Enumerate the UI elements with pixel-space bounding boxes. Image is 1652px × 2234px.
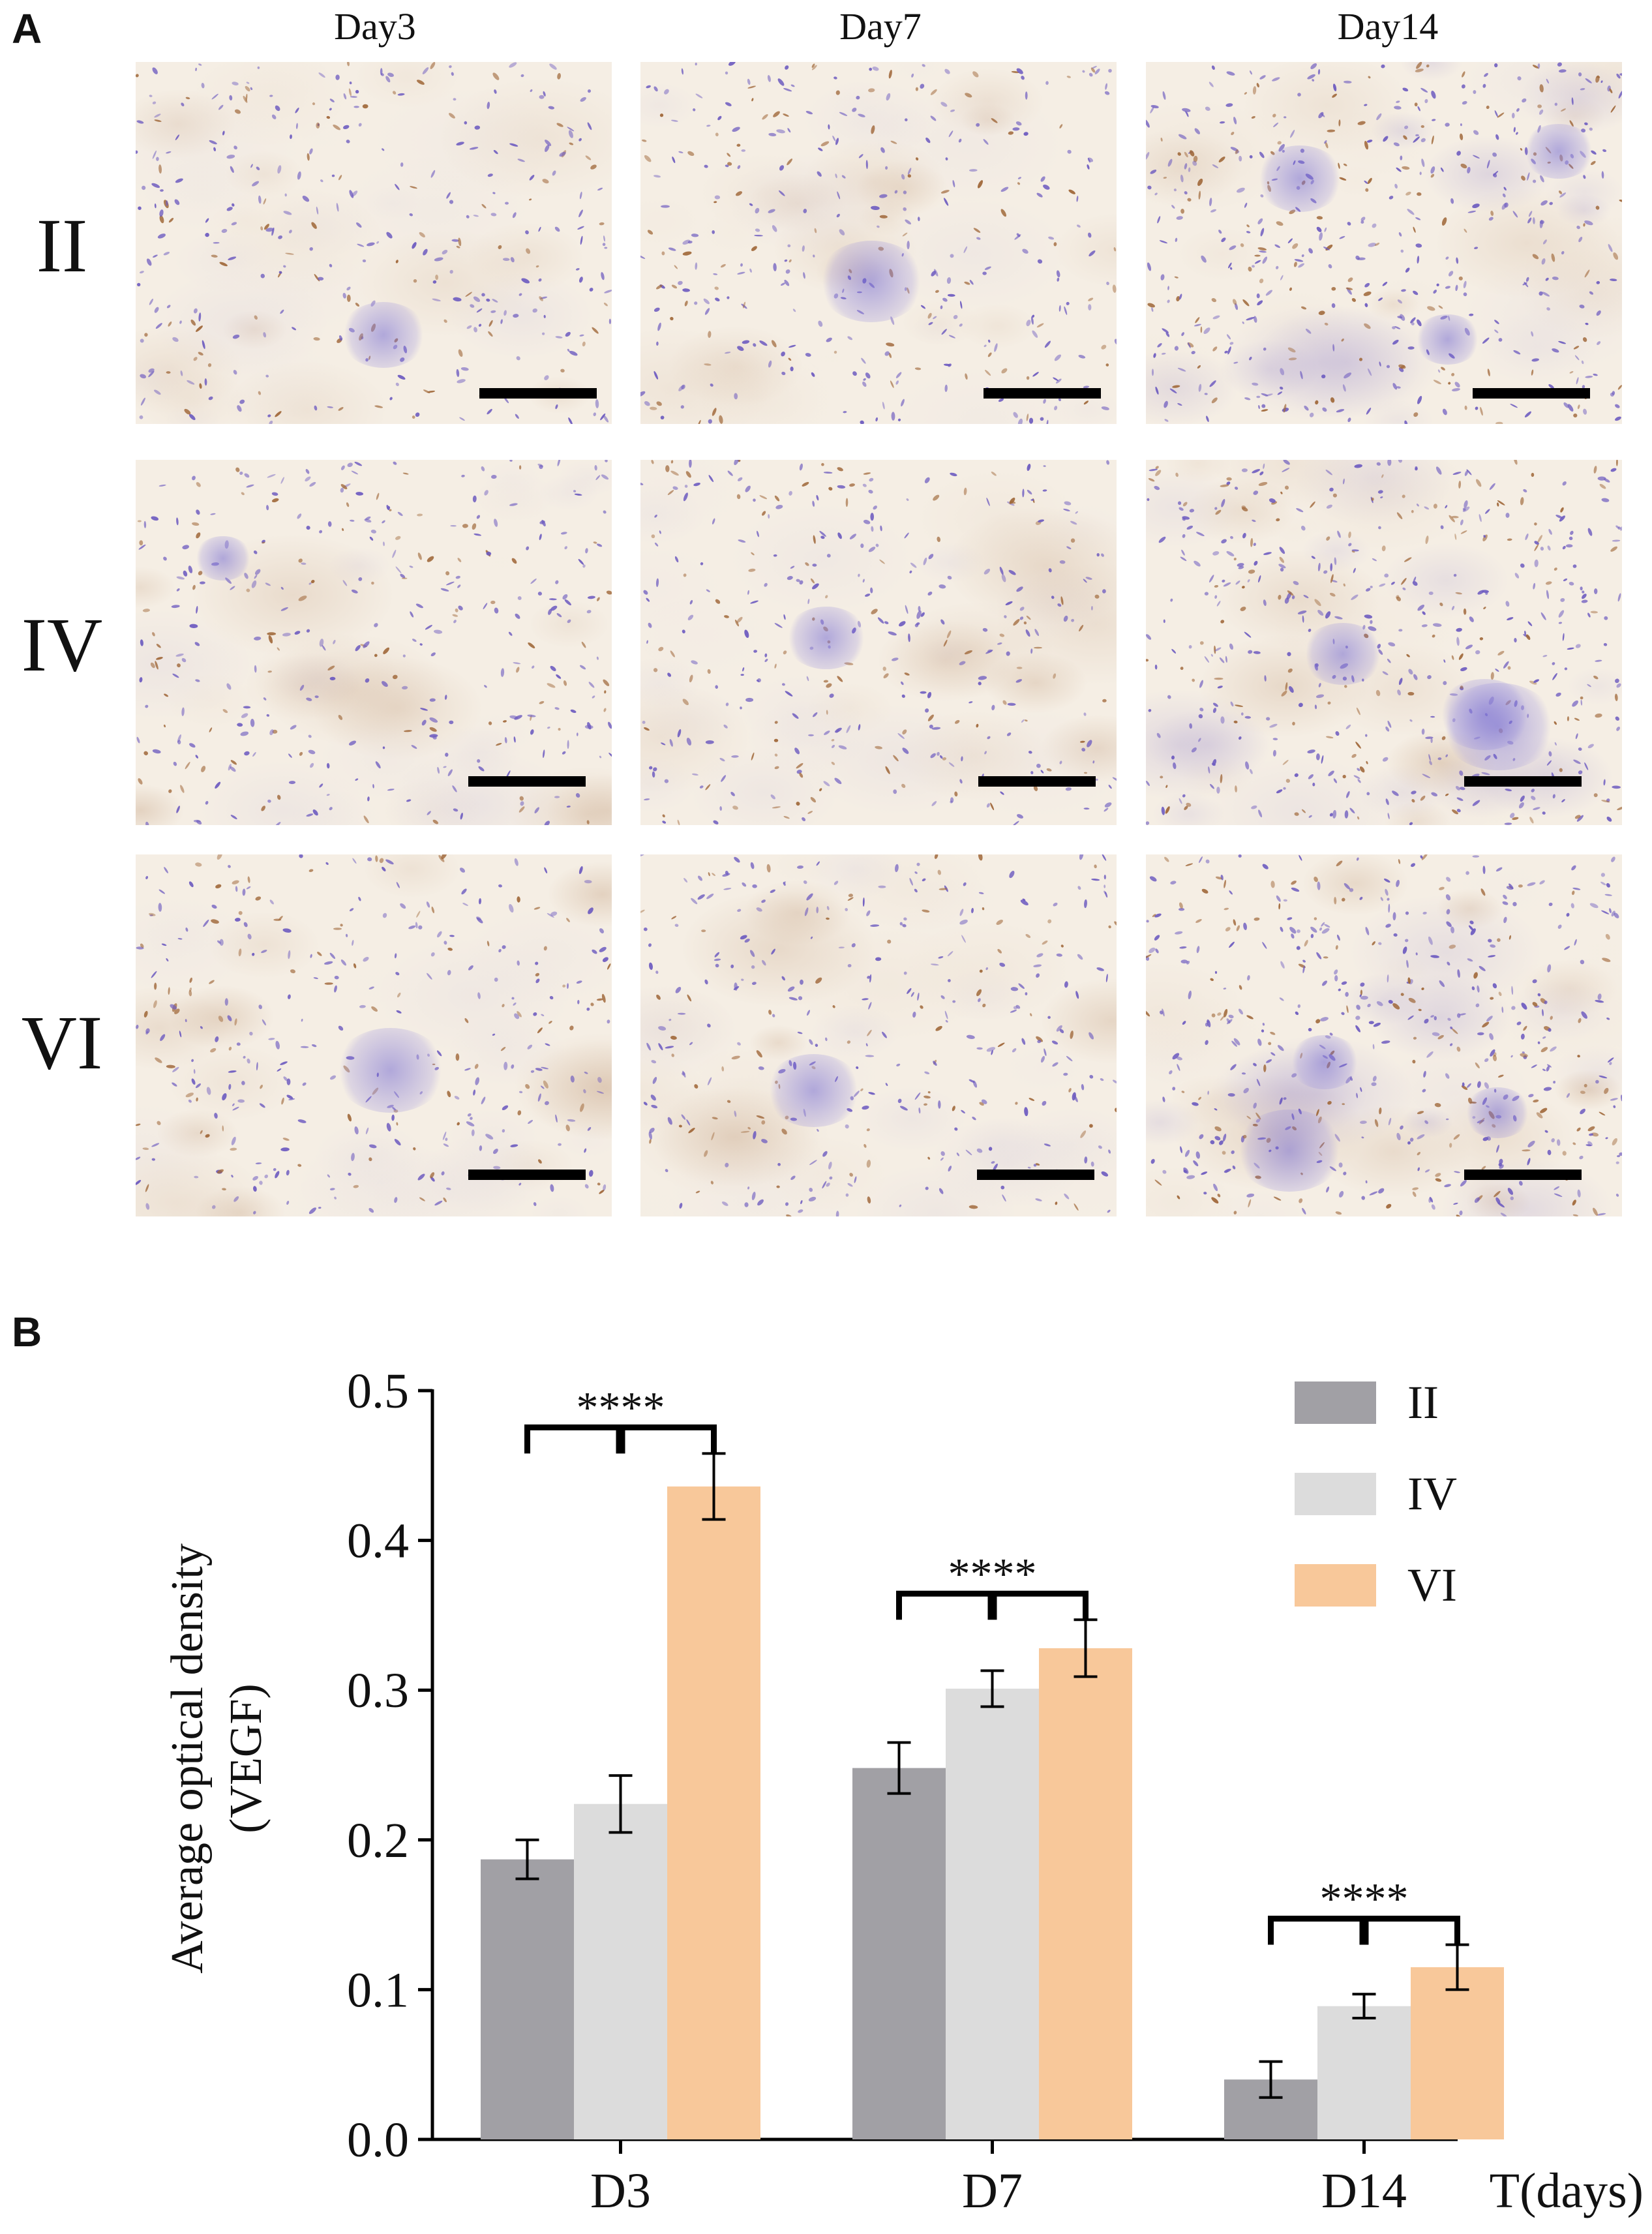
gland-structure (1302, 623, 1384, 685)
micrograph-ii-day7 (640, 62, 1117, 424)
y-tick-label: 0.1 (347, 1963, 409, 2017)
column-header-day14: Day14 (1337, 5, 1439, 48)
cell-nuclei (136, 62, 612, 424)
scale-bar (1464, 1170, 1582, 1180)
row-label-iv: IV (21, 602, 103, 687)
cell-nuclei (640, 62, 1117, 424)
micrograph-iv-day14 (1146, 460, 1622, 825)
cell-nuclei (1146, 62, 1622, 424)
significance-stars: **** (948, 1548, 1037, 1598)
tissue-texture (1146, 460, 1622, 825)
row-label-ii: II (36, 203, 88, 288)
y-tick-label: 0.3 (347, 1663, 409, 1718)
scale-bar (1473, 388, 1590, 399)
significance-stars: **** (577, 1382, 665, 1432)
legend-label-vi: VI (1407, 1559, 1457, 1611)
gland-structure (340, 302, 427, 368)
panel-b-letter: B (12, 1308, 42, 1355)
scale-bar (479, 388, 597, 399)
y-tick-label: 0.2 (347, 1813, 409, 1868)
micrograph-iv-day7 (640, 460, 1117, 825)
x-tick-label: D7 (962, 2164, 1023, 2218)
x-axis-label: T(days) (1490, 2164, 1644, 2218)
bar-iv-d7 (946, 1688, 1039, 2139)
significance-bracket-stem (1359, 1918, 1369, 1945)
tissue-texture (1146, 854, 1622, 1216)
bar-vi-d14 (1411, 1967, 1504, 2139)
tissue-texture (640, 854, 1117, 1216)
scale-bar (1464, 776, 1582, 787)
scale-bar (978, 776, 1096, 787)
bar-iv-d14 (1317, 2006, 1411, 2139)
gland-structure (1235, 1109, 1344, 1192)
y-tick-label: 0.4 (347, 1514, 409, 1569)
column-header-day3: Day3 (334, 5, 416, 48)
bar-ii-d3 (481, 1859, 574, 2139)
significance-stars: **** (1320, 1874, 1409, 1924)
x-tick-label: D14 (1321, 2164, 1407, 2218)
micrograph-ii-day14 (1146, 62, 1622, 424)
scale-bar (984, 388, 1101, 399)
gland-structure (334, 1028, 447, 1113)
significance-bracket-stem (616, 1427, 625, 1454)
gland-structure (1414, 314, 1481, 365)
significance-bracket-stem (987, 1593, 997, 1620)
y-tick-label: 0.0 (347, 2113, 409, 2167)
cell-nuclei (136, 460, 612, 825)
cell-nuclei (640, 854, 1117, 1216)
gland-structure (1440, 683, 1557, 770)
micrograph-ii-day3 (136, 62, 612, 424)
x-tick-label: D3 (590, 2164, 651, 2218)
gland-structure (194, 536, 252, 581)
tissue-texture (1146, 62, 1622, 424)
gland-structure (785, 607, 868, 669)
cell-nuclei (136, 854, 611, 1215)
legend-swatch-iv (1295, 1473, 1376, 1515)
panel-a-letter: A (12, 5, 42, 52)
gland-structure (1289, 1035, 1360, 1089)
y-axis-label: Average optical density (162, 1543, 213, 1974)
legend-swatch-vi (1295, 1564, 1376, 1607)
cell-nuclei (1146, 460, 1622, 825)
bar-iv-d3 (574, 1804, 667, 2139)
significance-bracket (524, 1424, 717, 1454)
bar-vi-d7 (1039, 1648, 1132, 2139)
y-axis-label-unit: (VEGF) (221, 1683, 271, 1833)
legend-swatch-ii (1295, 1381, 1376, 1424)
micrograph-vi-day3 (136, 854, 612, 1216)
vegf-bar-chart: 0.0 0.1 0.2 0.3 0.4 0.5 Average optical densit… (162, 1364, 1644, 2218)
column-header-day7: Day7 (839, 5, 922, 48)
row-label-vi: VI (21, 1000, 103, 1085)
tissue-texture (136, 460, 612, 825)
cell-nuclei (1146, 854, 1622, 1216)
legend-label-ii: II (1407, 1376, 1439, 1428)
micrograph-vi-day14 (1146, 854, 1622, 1216)
cell-nuclei (640, 460, 1117, 825)
bar-vi-d3 (667, 1486, 760, 2139)
gland-structure (817, 241, 925, 322)
bar-ii-d7 (852, 1768, 946, 2139)
y-tick-label: 0.5 (347, 1364, 409, 1419)
micrograph-iv-day3 (136, 460, 612, 825)
gland-structure (1464, 1087, 1531, 1138)
micrograph-vi-day7 (640, 854, 1117, 1216)
legend-label-iv: IV (1407, 1468, 1457, 1520)
scale-bar (977, 1170, 1094, 1180)
scale-bar (468, 776, 586, 787)
gland-structure (765, 1054, 862, 1127)
gland-structure (1522, 124, 1595, 179)
gland-structure (1255, 145, 1344, 212)
scale-bar (468, 1170, 586, 1180)
